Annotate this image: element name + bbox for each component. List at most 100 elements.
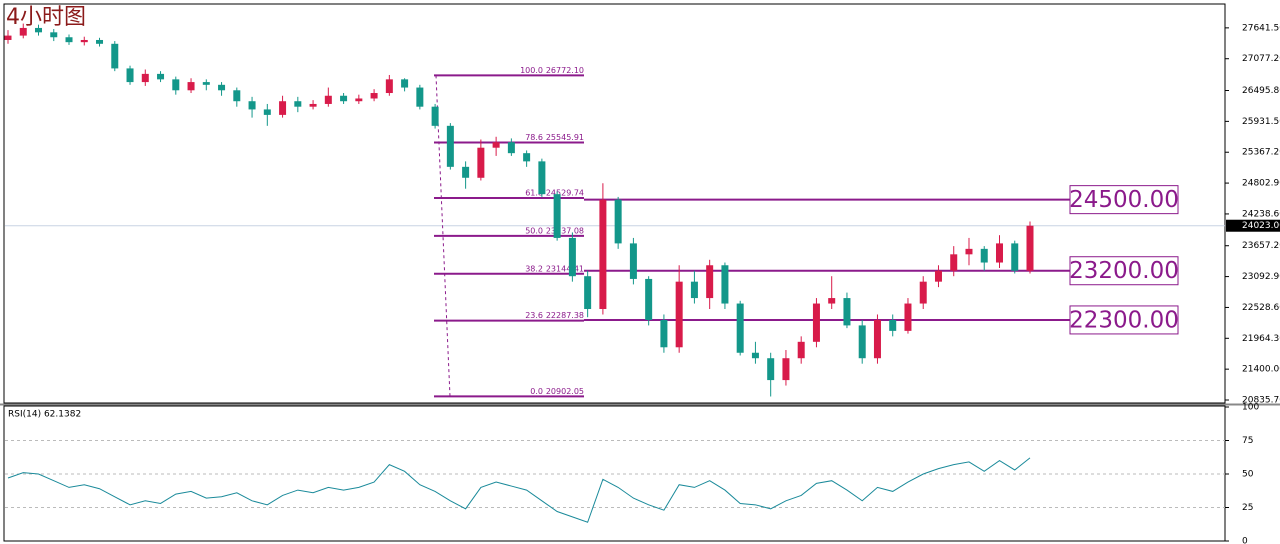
candle-body [65, 37, 73, 43]
level-label: 23200.00 [1069, 258, 1179, 284]
level-label: 24500.00 [1069, 187, 1179, 213]
y-tick-label: 21964.30 [1242, 334, 1280, 344]
candle-body [645, 278, 653, 320]
candle-body [690, 281, 698, 299]
fib-level: 0.0 [530, 387, 543, 396]
candle-body [462, 166, 470, 178]
fib-price: 20902.05 [546, 387, 584, 396]
candle-body [797, 341, 805, 359]
candle-body [828, 298, 836, 304]
candle-body [523, 153, 531, 162]
fib-price: 25545.91 [546, 133, 584, 142]
candle-body [858, 325, 866, 359]
candle-body [50, 32, 58, 38]
y-tick-label: 22528.60 [1242, 303, 1280, 313]
y-tick-label: 25367.20 [1242, 148, 1280, 158]
candle-body [218, 84, 226, 91]
candle-body [263, 109, 271, 115]
candle-body [370, 93, 378, 99]
candle-body [309, 103, 317, 107]
candle-body [416, 87, 424, 107]
candle-body [629, 243, 637, 279]
candle-body [568, 237, 576, 277]
fib-price: 24529.74 [546, 189, 584, 198]
candle-body [767, 358, 775, 381]
candle-body [340, 95, 348, 102]
candle-body [614, 199, 622, 244]
candle-body [736, 303, 744, 353]
current-price-box [1226, 219, 1280, 232]
candle-body [157, 73, 165, 80]
rsi-title: RSI(14) 62.1382 [8, 410, 81, 420]
main-pane [3, 3, 1226, 404]
candle-body [843, 298, 851, 326]
y-tick-label: 23657.20 [1242, 241, 1280, 251]
rsi-tick-label: 25 [1242, 503, 1253, 513]
candle-body [446, 125, 454, 167]
fib-level: 61.8 [525, 189, 543, 198]
candle-body [782, 358, 790, 381]
level-label: 22300.00 [1069, 307, 1179, 333]
y-tick-label: 25931.50 [1242, 117, 1280, 127]
candle-body [919, 281, 927, 304]
candle-body [141, 73, 149, 83]
candle-body [950, 254, 958, 271]
candle-body [706, 265, 714, 299]
candle-body [19, 27, 27, 36]
candle-body [889, 319, 897, 331]
fib-level: 23.6 [525, 311, 543, 320]
fib-price: 23837.08 [546, 226, 584, 235]
candle-body [294, 101, 302, 107]
level-box [1069, 185, 1179, 215]
y-tick-label: 23092.90 [1242, 272, 1280, 282]
candle-body [873, 319, 881, 359]
candle-body [965, 248, 973, 255]
candle-body [995, 243, 1003, 263]
candle-body [584, 276, 592, 310]
rsi-tick-label: 50 [1242, 470, 1254, 480]
candle-body [355, 98, 363, 102]
candle-body [1026, 225, 1034, 271]
candle-body [934, 270, 942, 282]
current-price-label: 24023.00 [1242, 221, 1280, 231]
candle-body [812, 303, 820, 342]
candle-body [126, 68, 134, 83]
y-tick-label: 21400.00 [1242, 365, 1280, 375]
y-tick-label: 26495.80 [1242, 86, 1280, 96]
candle-body [35, 27, 43, 33]
candle-body [660, 319, 668, 348]
candle-body [172, 79, 180, 91]
fib-level: 38.2 [525, 264, 543, 273]
candle-body [1011, 243, 1019, 271]
candle-body [980, 248, 988, 263]
level-box [1069, 256, 1179, 286]
candle-body [111, 43, 119, 69]
candle-body [721, 265, 729, 304]
fib-level: 78.6 [525, 133, 543, 142]
candle-body [507, 142, 515, 154]
candle-body [96, 39, 104, 44]
candle-body [904, 303, 912, 331]
candle-body [751, 352, 759, 359]
rsi-line [7, 457, 1031, 523]
y-tick-label: 24238.60 [1242, 209, 1280, 219]
candle-body [492, 142, 500, 148]
level-box [1069, 305, 1179, 335]
candle-body [599, 199, 607, 310]
candle-body [401, 79, 409, 88]
fib-level: 100.0 [520, 66, 543, 75]
y-tick-label: 24802.90 [1242, 179, 1280, 189]
candle-body [477, 147, 485, 178]
candle-body [431, 106, 439, 126]
rsi-tick-label: 75 [1242, 436, 1253, 446]
candle-body [324, 95, 332, 104]
candle-body [385, 79, 393, 94]
candle-body [187, 82, 195, 91]
candle-body [675, 281, 683, 348]
candle-body [233, 90, 241, 102]
fib-price: 22287.38 [546, 311, 584, 320]
candle-body [202, 82, 210, 85]
chart-title: 4小时图 [6, 5, 86, 30]
y-tick-label: 27641.50 [1242, 23, 1280, 33]
